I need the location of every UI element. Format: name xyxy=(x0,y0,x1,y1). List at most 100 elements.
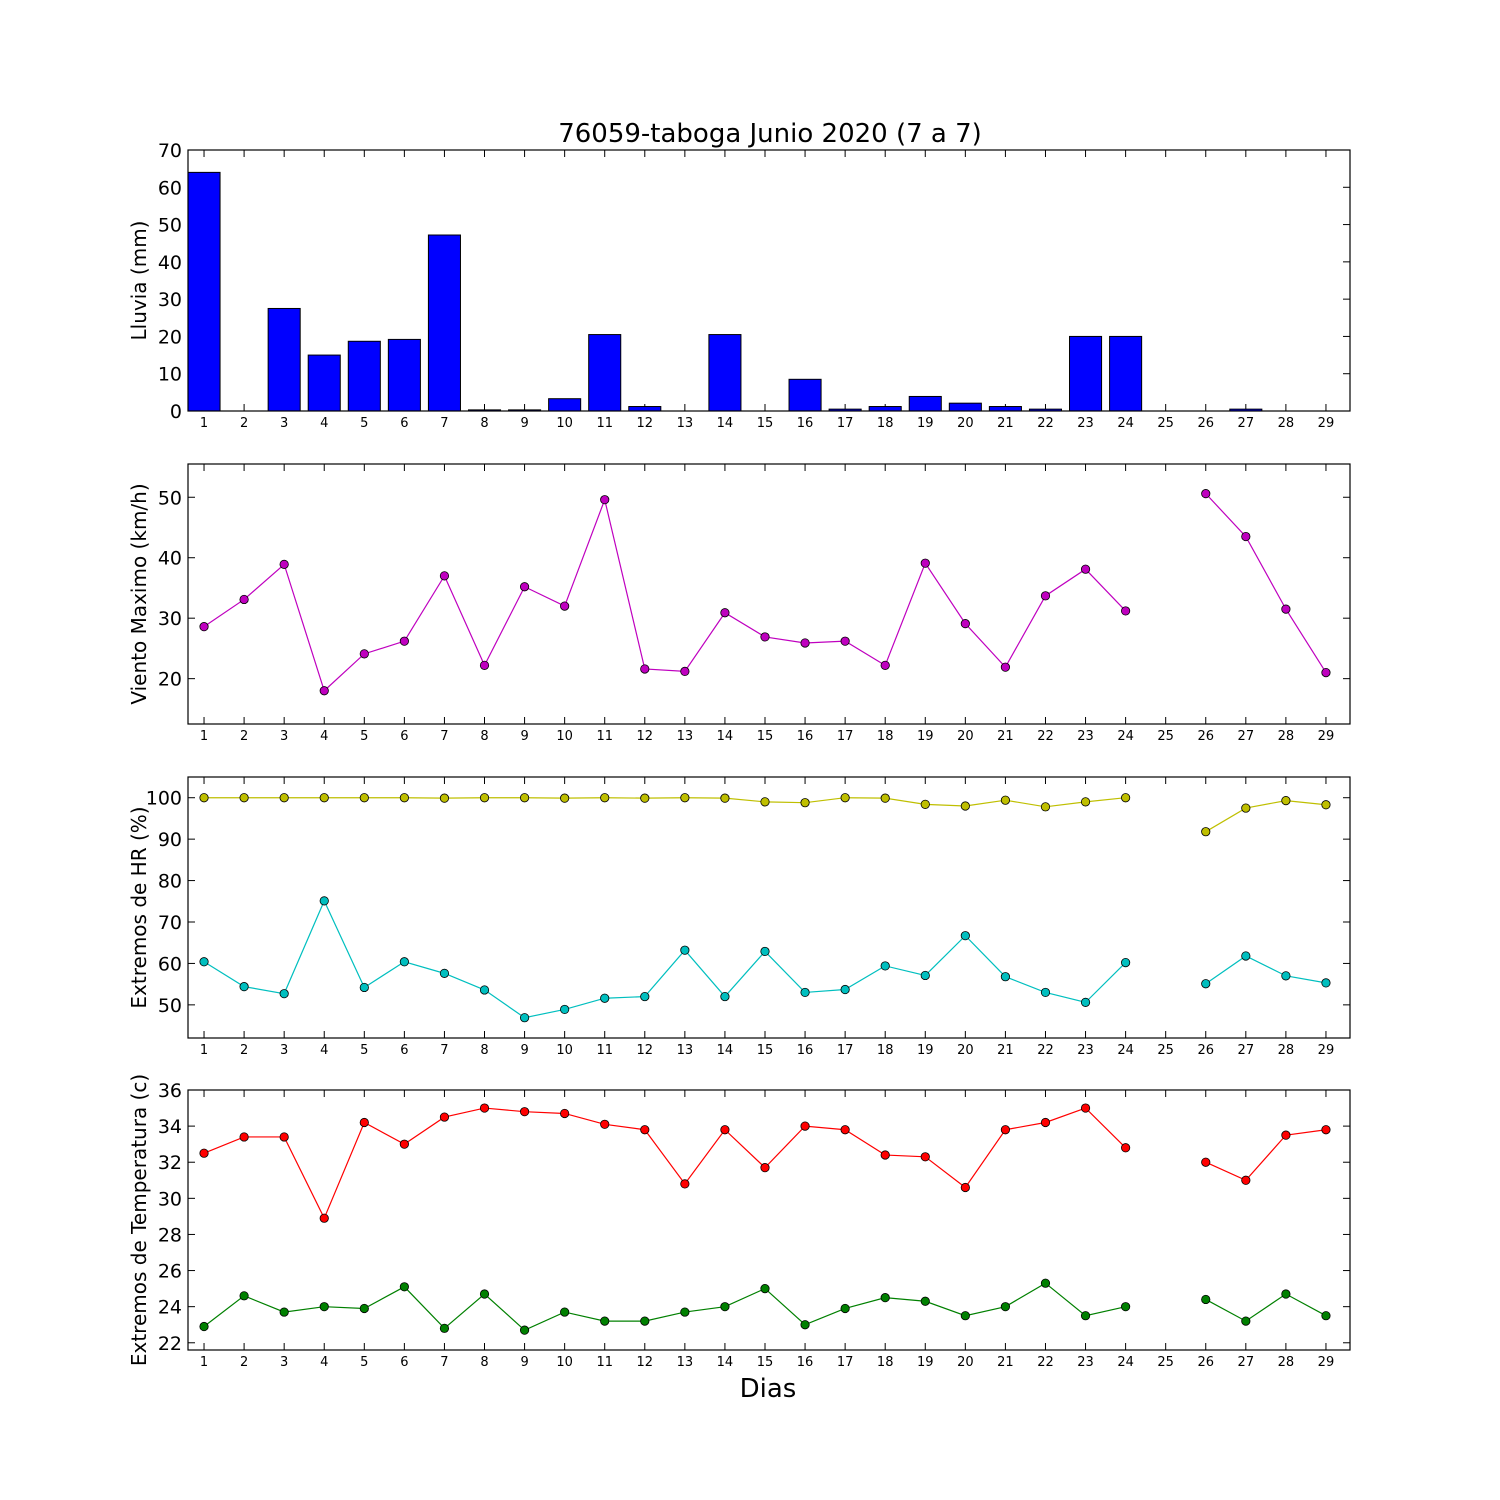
x-tick-label: 16 xyxy=(797,729,814,744)
x-tick-label: 15 xyxy=(757,729,774,744)
plot-frame xyxy=(187,1089,1351,1351)
data-point xyxy=(1121,606,1131,616)
series-line xyxy=(1205,955,1327,985)
x-tick-label: 19 xyxy=(917,1355,934,1370)
data-point xyxy=(920,1152,930,1162)
y-tick-label: 24 xyxy=(158,1297,182,1319)
x-tick-label: 13 xyxy=(677,1043,694,1058)
data-point xyxy=(1241,531,1251,542)
x-tick-label: 9 xyxy=(520,1355,528,1370)
data-point xyxy=(519,1325,530,1335)
y-tick-label: 30 xyxy=(158,1188,182,1210)
x-tick-label: 20 xyxy=(957,416,974,431)
rain-bar xyxy=(788,378,822,412)
data-point xyxy=(680,945,690,955)
x-tick-label: 23 xyxy=(1077,729,1094,744)
data-point xyxy=(199,1148,209,1158)
data-point xyxy=(1201,489,1211,499)
data-point xyxy=(479,1103,490,1113)
data-point xyxy=(1080,797,1091,807)
x-tick-label: 28 xyxy=(1278,729,1295,744)
data-point xyxy=(1121,1143,1131,1153)
series-line xyxy=(1205,1129,1327,1182)
x-tick-label: 26 xyxy=(1197,729,1214,744)
data-point xyxy=(680,1307,690,1317)
x-tick-label: 21 xyxy=(997,416,1014,431)
x-tick-label: 29 xyxy=(1318,729,1335,744)
data-point xyxy=(920,558,930,568)
x-tick-label: 4 xyxy=(320,416,328,431)
data-point xyxy=(279,559,289,569)
data-point xyxy=(1040,1278,1051,1288)
x-tick-label: 2 xyxy=(240,729,248,744)
data-point xyxy=(1321,800,1331,810)
y-tick-label: 60 xyxy=(158,953,182,975)
rain-bar xyxy=(1069,335,1103,412)
data-point xyxy=(279,1307,289,1317)
rain-bar xyxy=(548,398,582,412)
data-point xyxy=(479,793,490,803)
data-point xyxy=(199,957,209,967)
x-tick-label: 28 xyxy=(1278,1355,1295,1370)
series-line xyxy=(203,1107,1127,1220)
data-point xyxy=(600,1119,610,1129)
x-tick-label: 10 xyxy=(556,1043,573,1058)
y-tick-label: 50 xyxy=(158,487,182,509)
data-point xyxy=(1241,1316,1251,1326)
x-tick-label: 6 xyxy=(400,729,408,744)
y-axis-label: Lluvia (mm) xyxy=(127,221,151,341)
data-point xyxy=(439,1112,450,1122)
data-point xyxy=(399,636,409,646)
data-point xyxy=(560,793,570,803)
data-point xyxy=(600,1316,610,1326)
x-tick-label: 12 xyxy=(637,1043,654,1058)
x-tick-label: 25 xyxy=(1157,416,1174,431)
x-tick-label: 29 xyxy=(1318,1355,1335,1370)
x-tick-label: 6 xyxy=(400,1355,408,1370)
rain-bar xyxy=(307,354,341,412)
y-tick-label: 70 xyxy=(158,912,182,934)
rain-bar xyxy=(708,334,742,412)
y-axis-label: Viento Maximo (km/h) xyxy=(127,483,151,704)
x-tick-label: 3 xyxy=(280,416,288,431)
x-tick-label: 17 xyxy=(837,1043,854,1058)
data-point xyxy=(359,793,369,803)
data-point xyxy=(880,1150,890,1160)
data-point xyxy=(199,793,209,803)
x-tick-label: 27 xyxy=(1238,416,1255,431)
x-tick-label: 11 xyxy=(596,729,613,744)
data-point xyxy=(640,991,650,1002)
data-point xyxy=(840,793,850,803)
data-point xyxy=(1281,1289,1291,1299)
data-point xyxy=(760,946,770,957)
y-tick-label: 26 xyxy=(158,1261,182,1283)
y-axis-label: Extremos de HR (%) xyxy=(127,806,151,1008)
x-tick-label: 15 xyxy=(757,1043,774,1058)
x-tick-label: 24 xyxy=(1117,416,1134,431)
x-tick-label: 2 xyxy=(240,1355,248,1370)
x-tick-label: 18 xyxy=(877,729,894,744)
data-point xyxy=(439,1323,450,1333)
x-tick-label: 23 xyxy=(1077,1355,1094,1370)
data-point xyxy=(1321,978,1331,988)
data-point xyxy=(1121,957,1131,968)
x-tick-label: 4 xyxy=(320,1355,328,1370)
series-line xyxy=(204,797,1126,808)
rain-bar xyxy=(908,395,942,412)
data-point xyxy=(479,1289,490,1299)
data-point xyxy=(1080,997,1091,1007)
data-point xyxy=(279,989,289,999)
x-tick-label: 20 xyxy=(957,1355,974,1370)
x-tick-label: 18 xyxy=(877,1355,894,1370)
y-tick-label: 32 xyxy=(158,1152,182,1174)
x-tick-label: 6 xyxy=(400,1043,408,1058)
y-tick-label: 80 xyxy=(158,871,182,893)
data-point xyxy=(1000,1125,1011,1135)
x-tick-label: 29 xyxy=(1318,416,1335,431)
x-tick-label: 22 xyxy=(1037,1043,1054,1058)
x-tick-label: 14 xyxy=(717,416,734,431)
series-line xyxy=(1205,493,1327,673)
x-tick-label: 14 xyxy=(717,1043,734,1058)
data-point xyxy=(279,1132,289,1142)
data-point xyxy=(720,991,730,1002)
